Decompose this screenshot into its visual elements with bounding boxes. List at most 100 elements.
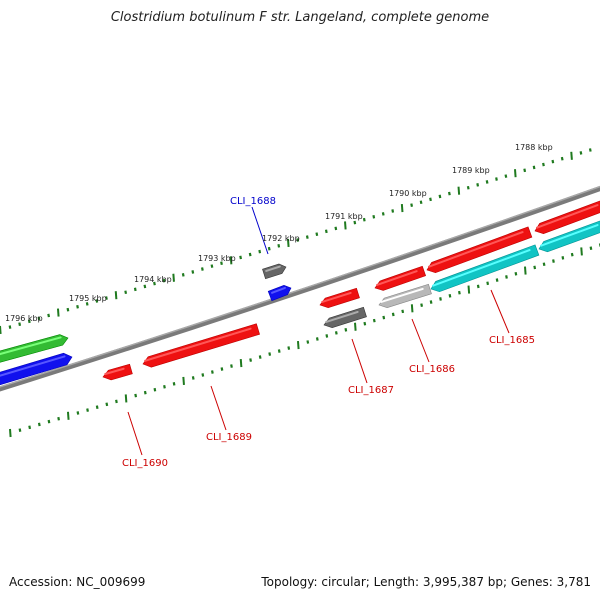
outer-minor-tick bbox=[210, 264, 214, 268]
inner-minor-tick bbox=[57, 416, 61, 421]
outer-minor-tick bbox=[248, 252, 252, 257]
gene-label: CLI_1689 bbox=[206, 432, 252, 443]
outer-minor-tick bbox=[372, 214, 376, 219]
inner-minor-tick bbox=[191, 376, 195, 380]
outer-minor-tick bbox=[551, 159, 555, 164]
inner-major-tick bbox=[182, 376, 185, 385]
outer-minor-tick bbox=[353, 220, 357, 225]
inner-minor-tick bbox=[448, 294, 452, 298]
inner-minor-tick bbox=[476, 284, 480, 289]
inner-minor-tick bbox=[495, 278, 499, 282]
inner-major-tick bbox=[354, 322, 357, 331]
outer-minor-tick bbox=[429, 197, 432, 202]
scale-label: 1793 kbp bbox=[198, 254, 236, 263]
outer-minor-tick bbox=[560, 156, 564, 161]
inner-major-tick bbox=[467, 285, 471, 294]
outer-minor-tick bbox=[124, 290, 128, 295]
outer-major-tick bbox=[56, 308, 60, 317]
scale-label: 1796 kbp bbox=[5, 314, 43, 323]
gene-red-forward-d bbox=[534, 200, 600, 235]
inner-minor-tick bbox=[287, 346, 291, 350]
inner-major-tick bbox=[66, 411, 70, 420]
inner-minor-tick bbox=[552, 259, 555, 263]
leader-line bbox=[210, 385, 227, 431]
inner-minor-tick bbox=[382, 315, 386, 320]
inner-minor-tick bbox=[401, 309, 405, 314]
inner-minor-tick bbox=[268, 352, 272, 356]
inner-minor-tick bbox=[76, 411, 80, 415]
outer-minor-tick bbox=[66, 307, 70, 312]
scale-label: 1788 kbp bbox=[515, 143, 553, 152]
inner-minor-tick bbox=[325, 334, 329, 338]
gene-red-forward-c bbox=[426, 226, 533, 274]
gene-red-forward-b bbox=[374, 265, 427, 291]
inner-minor-tick bbox=[372, 318, 376, 323]
inner-minor-tick bbox=[115, 399, 118, 404]
inner-minor-tick bbox=[210, 370, 214, 374]
inner-minor-tick bbox=[439, 297, 442, 301]
outer-minor-tick bbox=[504, 174, 508, 178]
outer-minor-tick bbox=[296, 238, 300, 242]
outer-minor-tick bbox=[391, 209, 395, 213]
scale-label: 1789 kbp bbox=[452, 166, 490, 175]
gene-cli1690 bbox=[102, 363, 133, 381]
outer-minor-tick bbox=[18, 322, 22, 326]
outer-minor-tick bbox=[410, 203, 414, 207]
inner-minor-tick bbox=[561, 256, 565, 260]
inner-minor-tick bbox=[458, 290, 461, 295]
inner-major-tick bbox=[296, 340, 300, 350]
outer-minor-tick bbox=[277, 244, 281, 248]
outer-minor-tick bbox=[76, 304, 79, 309]
inner-minor-tick bbox=[37, 422, 41, 427]
outer-minor-tick bbox=[419, 200, 423, 205]
inner-major-tick bbox=[9, 428, 12, 438]
inner-minor-tick bbox=[220, 367, 224, 371]
inner-minor-tick bbox=[143, 390, 147, 395]
gene-label: CLI_1687 bbox=[348, 385, 394, 396]
outer-minor-tick bbox=[438, 194, 442, 199]
gene-label: CLI_1686 bbox=[409, 364, 455, 375]
inner-minor-tick bbox=[230, 364, 233, 368]
outer-major-tick bbox=[457, 186, 461, 195]
scale-labels: 1796 kbp 1795 kbp 1794 kbp 1793 kbp 1792 kbp… bbox=[5, 143, 553, 323]
outer-major-tick bbox=[400, 203, 404, 213]
outer-major-tick bbox=[344, 221, 347, 230]
inner-minor-tick bbox=[249, 358, 252, 362]
inner-minor-tick bbox=[277, 349, 281, 353]
gene-labels: CLI_1688 CLI_1685 CLI_1686 CLI_1687 CLI_1689… bbox=[122, 196, 535, 469]
inner-minor-tick bbox=[334, 331, 338, 335]
inner-minor-tick bbox=[47, 419, 51, 424]
outer-minor-tick bbox=[315, 232, 319, 236]
inner-minor-tick bbox=[391, 312, 395, 317]
gene-cli1685-b bbox=[538, 220, 600, 253]
outer-minor-tick bbox=[258, 249, 262, 254]
outer-minor-tick bbox=[532, 165, 536, 170]
inner-minor-tick bbox=[533, 265, 537, 270]
outer-minor-tick bbox=[27, 319, 31, 324]
outer-minor-tick bbox=[105, 296, 108, 300]
inner-minor-tick bbox=[315, 337, 319, 341]
outer-major-tick bbox=[172, 273, 175, 282]
inner-minor-tick bbox=[18, 428, 22, 432]
genome-backbone-highlight bbox=[0, 185, 600, 388]
inner-minor-tick bbox=[153, 387, 157, 392]
outer-minor-tick bbox=[95, 299, 99, 303]
outer-major-tick bbox=[0, 325, 2, 335]
inner-minor-tick bbox=[570, 252, 574, 257]
inner-major-tick bbox=[580, 247, 583, 256]
outer-minor-tick bbox=[153, 281, 156, 286]
inner-minor-tick bbox=[28, 425, 32, 430]
inner-minor-tick bbox=[163, 384, 166, 389]
gene-label: CLI_1690 bbox=[122, 458, 168, 469]
gene-track bbox=[0, 200, 600, 386]
inner-minor-tick bbox=[589, 246, 593, 251]
inner-major-tick bbox=[523, 266, 527, 275]
outer-minor-tick bbox=[143, 284, 147, 289]
inner-minor-tick bbox=[344, 328, 348, 332]
scale-label: 1794 kbp bbox=[134, 275, 172, 284]
outer-minor-tick bbox=[448, 191, 451, 196]
gene-cli1688-blue bbox=[267, 285, 292, 302]
outer-minor-tick bbox=[181, 273, 185, 277]
inner-major-tick bbox=[410, 304, 414, 313]
outer-major-tick bbox=[114, 291, 118, 300]
